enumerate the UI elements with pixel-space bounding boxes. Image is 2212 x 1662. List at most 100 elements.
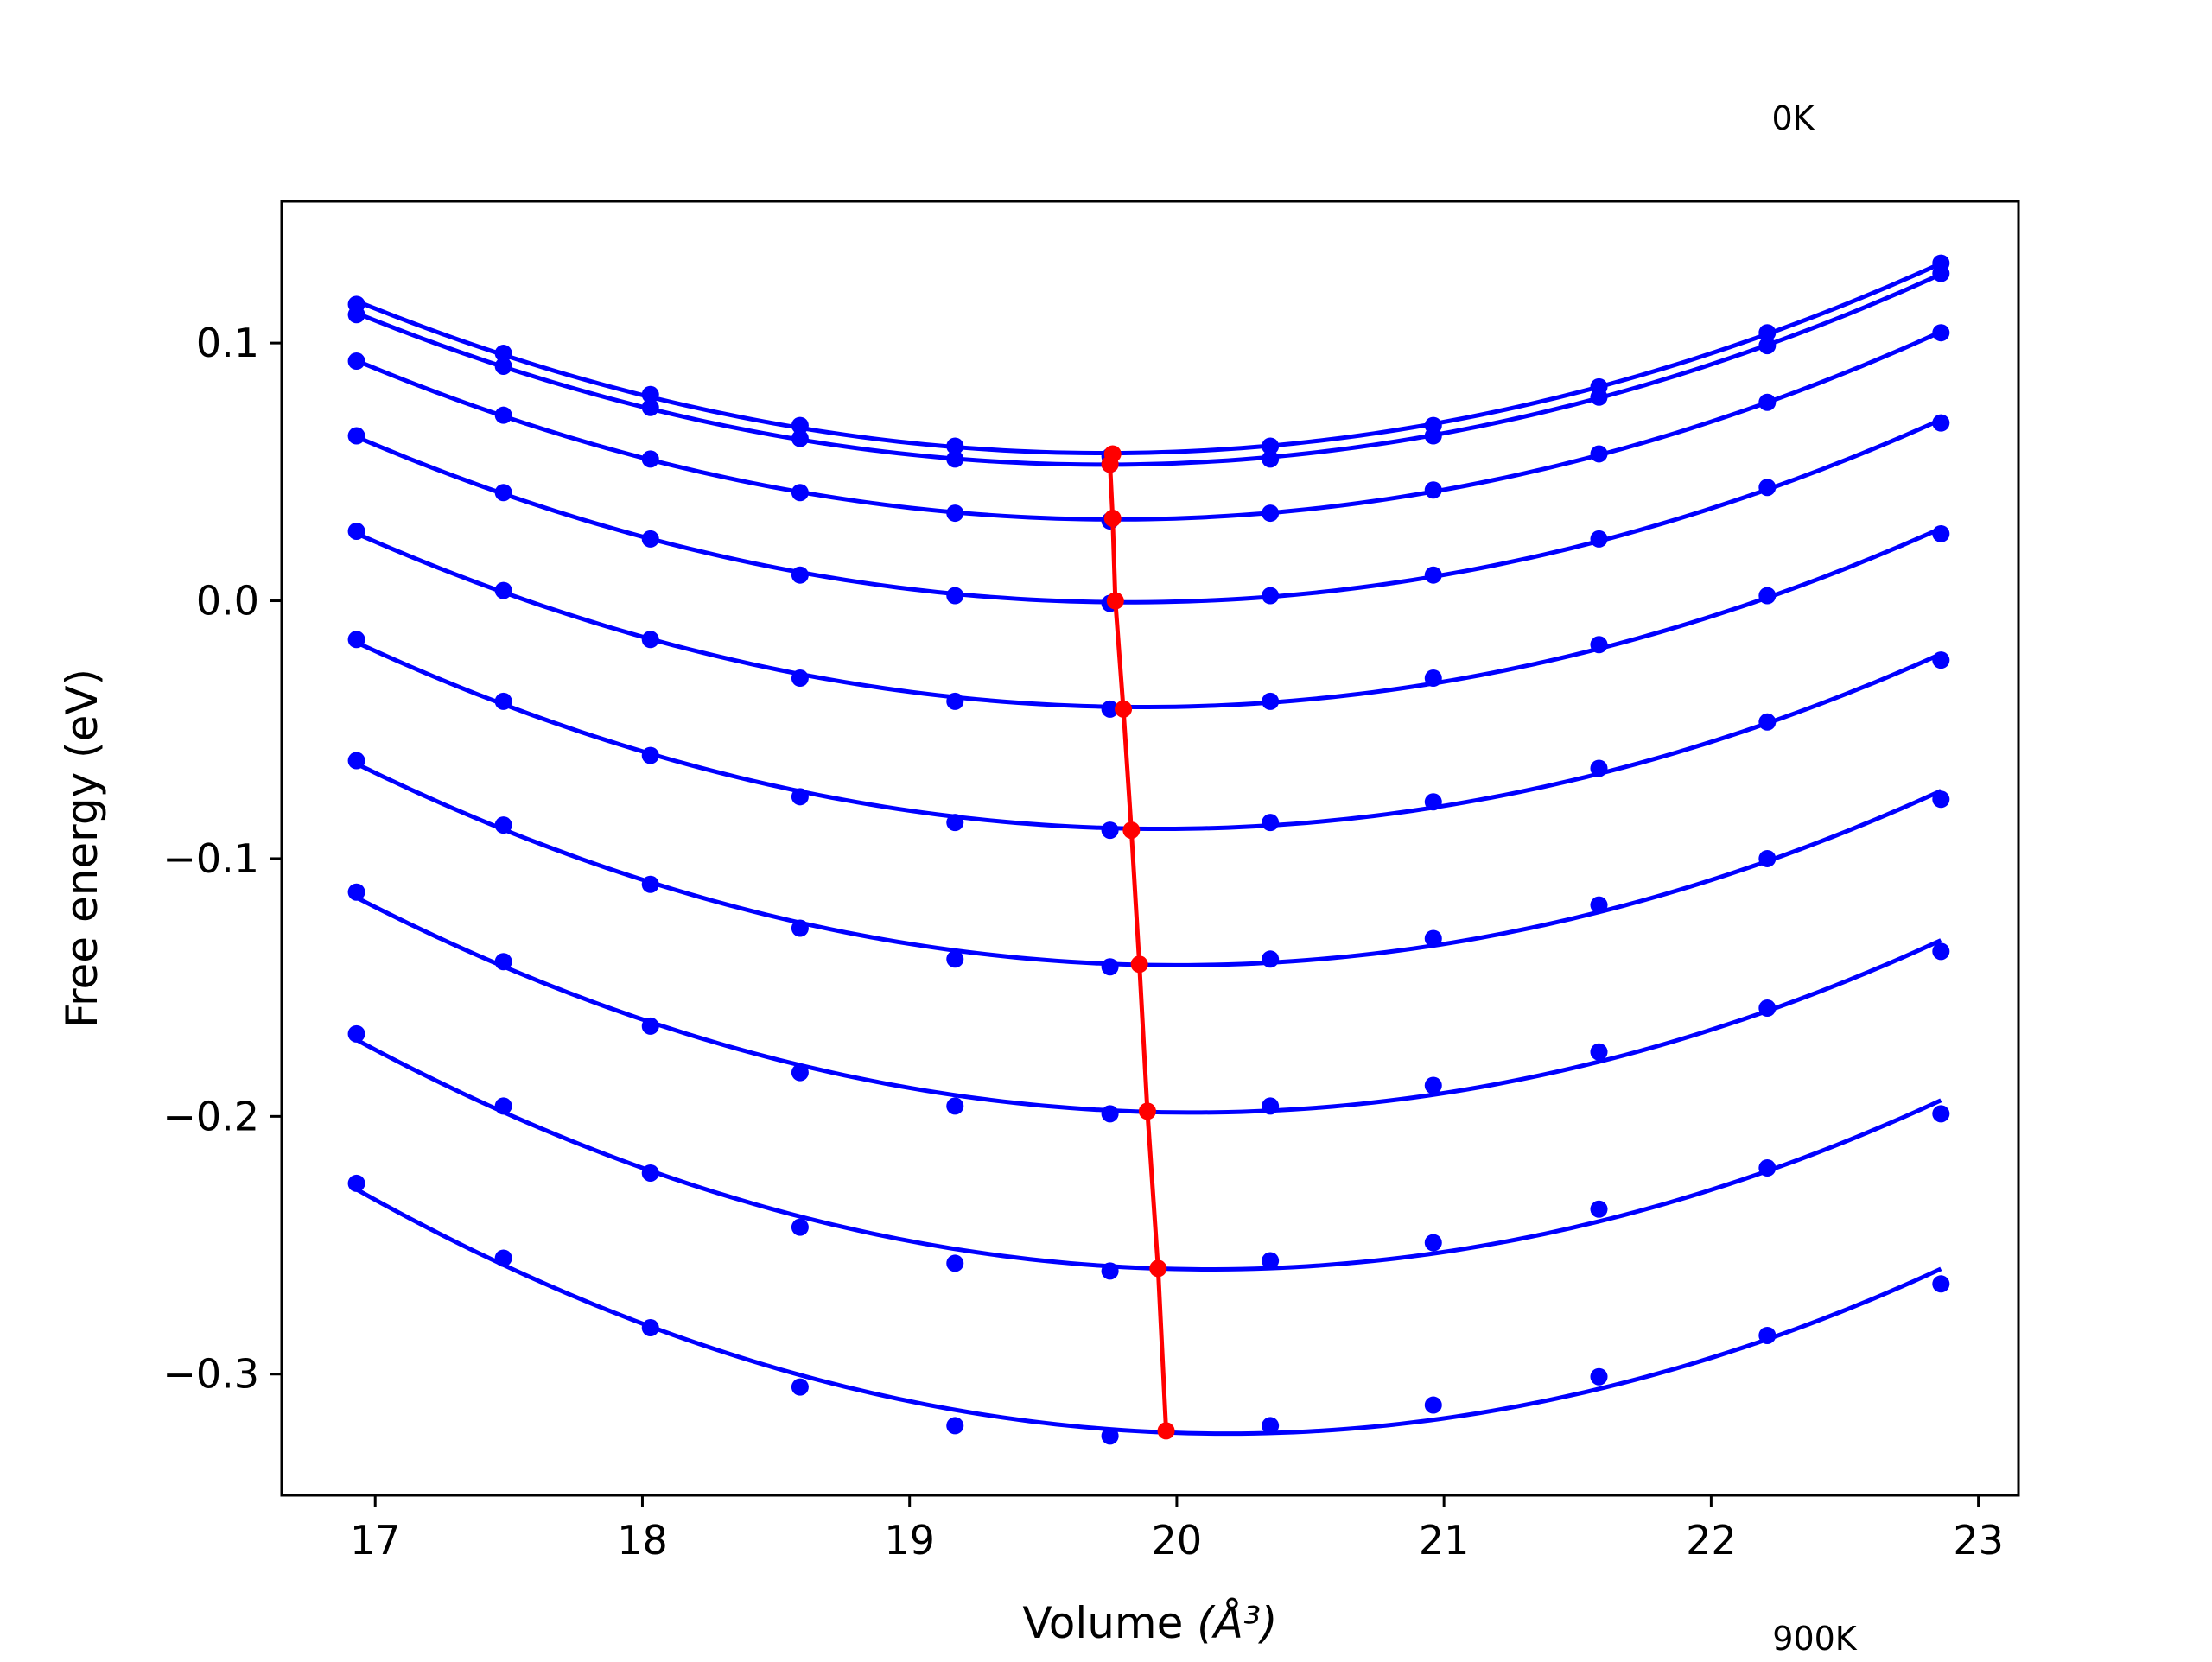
data-point-s6-p2 <box>494 692 512 710</box>
minimum-point-3 <box>1103 510 1122 528</box>
data-point-s6-p6 <box>1101 821 1119 840</box>
x-axis-label-unit: (Å³) <box>1197 1598 1277 1648</box>
data-point-s6-p11 <box>1932 651 1950 669</box>
fit-curve-3 <box>355 329 1942 522</box>
minimum-point-6 <box>1122 821 1141 840</box>
minimum-point-4 <box>1106 592 1124 610</box>
data-point-s3-p10 <box>1758 393 1777 411</box>
x-tick-label-18: 18 <box>617 1517 668 1564</box>
minimum-point-5 <box>1115 700 1133 718</box>
data-point-s4-p7 <box>1262 587 1280 605</box>
fit-curve-4 <box>355 417 1942 605</box>
data-point-s6-p9 <box>1590 759 1608 777</box>
minimum-point-2 <box>1101 455 1119 473</box>
data-point-s8-p2 <box>494 953 512 971</box>
x-tick-label-22: 22 <box>1686 1517 1737 1564</box>
data-point-s4-p5 <box>946 587 964 605</box>
fit-curve-1 <box>355 261 1942 456</box>
data-point-s3-p11 <box>1932 324 1950 342</box>
data-point-s3-p3 <box>641 450 659 468</box>
minimum-point-7 <box>1130 955 1148 974</box>
data-point-s8-p6 <box>1101 1105 1119 1123</box>
data-point-s9-p8 <box>1424 1234 1442 1252</box>
data-point-s9-p7 <box>1262 1252 1280 1270</box>
data-point-s6-p7 <box>1262 814 1280 832</box>
x-axis-label-text: Volume <box>1022 1598 1183 1648</box>
data-point-s5-p9 <box>1590 636 1608 654</box>
data-point-s6-p10 <box>1758 713 1777 731</box>
data-point-s4-p11 <box>1932 414 1950 432</box>
data-point-s7-p8 <box>1424 929 1442 948</box>
data-point-s9-p6 <box>1101 1262 1119 1280</box>
plot-frame <box>280 200 2020 1497</box>
data-point-s1-p2 <box>494 345 512 363</box>
y-tick-label-3: 0.0 <box>196 578 259 625</box>
data-point-s1-p3 <box>641 385 659 403</box>
data-point-s3-p8 <box>1424 481 1442 499</box>
data-point-s4-p3 <box>641 530 659 548</box>
data-point-s10-p5 <box>946 1417 964 1435</box>
data-point-s3-p5 <box>946 504 964 523</box>
x-axis-label: Volume (Å³) <box>1022 1598 1277 1648</box>
data-point-s1-p7 <box>1262 437 1280 455</box>
data-point-s3-p2 <box>494 406 512 424</box>
data-point-s2-p7 <box>1262 450 1280 468</box>
data-point-s4-p8 <box>1424 566 1442 584</box>
data-point-s9-p11 <box>1932 1105 1950 1123</box>
x-tick-label-23: 23 <box>1953 1517 2004 1564</box>
data-point-s9-p10 <box>1758 1159 1777 1177</box>
data-point-s2-p5 <box>946 450 964 468</box>
data-point-s8-p10 <box>1758 999 1777 1018</box>
fit-curve-10 <box>355 1187 1942 1437</box>
fit-curve-9 <box>355 1037 1942 1272</box>
minimum-path-line <box>1108 453 1169 1431</box>
data-point-s2-p3 <box>641 398 659 416</box>
minimum-path-layer <box>1101 445 1175 1440</box>
data-point-s9-p1 <box>347 1024 365 1043</box>
data-point-s9-p3 <box>641 1164 659 1182</box>
y-tick-label-0: −0.3 <box>162 1351 259 1398</box>
data-point-s5-p1 <box>347 522 365 540</box>
data-point-s4-p9 <box>1590 530 1608 548</box>
y-axis-label: Free energy (eV) <box>57 669 107 1028</box>
data-point-s7-p7 <box>1262 950 1280 968</box>
minimum-point-8 <box>1138 1102 1156 1120</box>
data-point-s2-p10 <box>1758 337 1777 355</box>
data-point-s3-p4 <box>791 484 809 502</box>
fit-curves-layer <box>355 261 1942 1437</box>
data-point-s5-p8 <box>1424 669 1442 688</box>
data-point-s3-p9 <box>1590 445 1608 463</box>
y-tick-label-4: 0.1 <box>196 320 259 366</box>
fit-curve-5 <box>355 526 1942 710</box>
data-point-s7-p4 <box>791 919 809 937</box>
data-point-s8-p11 <box>1932 942 1950 961</box>
data-point-s1-p10 <box>1758 324 1777 342</box>
data-point-s6-p4 <box>791 788 809 806</box>
data-point-s7-p11 <box>1932 790 1950 809</box>
data-point-s8-p3 <box>641 1017 659 1035</box>
x-tick-label-19: 19 <box>884 1517 935 1564</box>
data-point-s1-p4 <box>791 416 809 435</box>
data-point-s10-p9 <box>1590 1367 1608 1386</box>
data-point-s8-p9 <box>1590 1043 1608 1061</box>
data-point-s2-p11 <box>1932 264 1950 282</box>
data-point-s3-p7 <box>1262 504 1280 523</box>
data-point-s5-p11 <box>1932 524 1950 542</box>
data-point-s7-p1 <box>347 752 365 770</box>
data-point-s6-p8 <box>1424 793 1442 811</box>
data-point-s6-p5 <box>946 814 964 832</box>
data-point-s5-p4 <box>791 669 809 688</box>
data-point-s6-p1 <box>347 631 365 649</box>
data-point-s2-p8 <box>1424 427 1442 445</box>
x-tick-label-21: 21 <box>1419 1517 1470 1564</box>
data-point-s8-p4 <box>791 1063 809 1082</box>
temperature-label-bottom: 900K <box>1772 1620 1858 1658</box>
data-point-s4-p10 <box>1758 479 1777 497</box>
data-point-s10-p2 <box>494 1249 512 1267</box>
data-point-s10-p1 <box>347 1174 365 1192</box>
data-point-s10-p11 <box>1932 1275 1950 1293</box>
y-axis-ticks: −0.3 −0.2 −0.1 0.0 0.1 <box>162 320 282 1398</box>
data-point-s5-p2 <box>494 581 512 599</box>
